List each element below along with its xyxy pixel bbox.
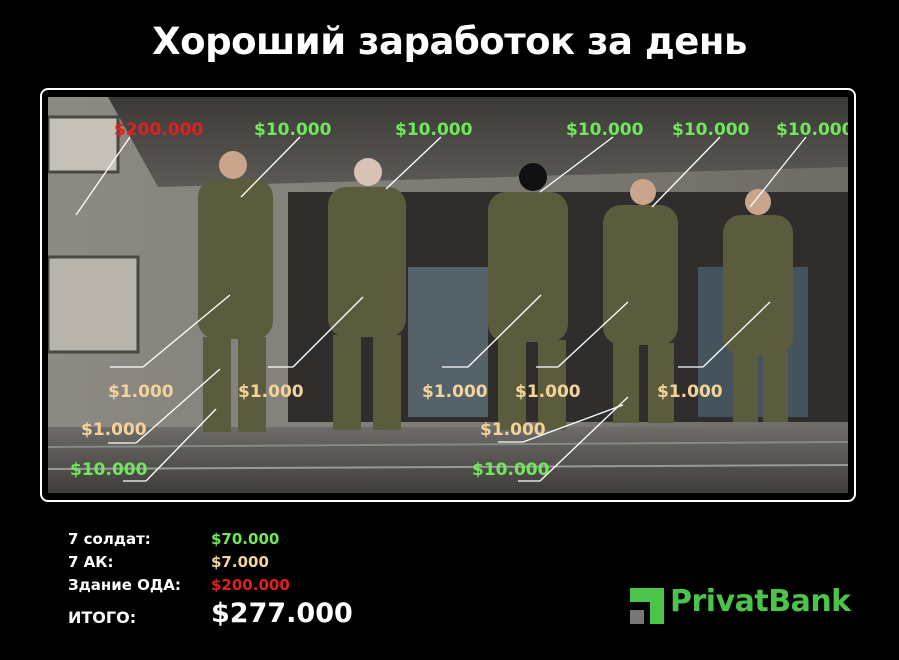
price-label-rifle: $1.000 [238, 382, 304, 402]
logo-text: PrivatBank [670, 584, 851, 619]
window [48, 115, 120, 174]
summary-value: $7.000 [211, 553, 269, 571]
soldier [723, 189, 793, 422]
leader-lines [75, 136, 807, 482]
steps [48, 427, 848, 493]
door [408, 267, 488, 417]
price-label-building: $200.000 [114, 120, 203, 140]
privatbank-logo-icon [630, 588, 664, 624]
canopy [108, 97, 848, 187]
summary-label: Здание ОДА: [68, 576, 181, 594]
price-label-rifle: $1.000 [81, 420, 147, 440]
summary-value: $200.000 [211, 576, 290, 594]
price-labels: $200.000 $10.000 $10.000 $10.000 $10.000… [70, 120, 848, 480]
summary-label: 7 солдат: [68, 530, 151, 548]
price-label-rifle: $1.000 [108, 382, 174, 402]
soldier [488, 163, 568, 430]
soldier [198, 151, 273, 432]
summary-total-value: $277.000 [211, 598, 353, 629]
price-label-soldier: $10.000 [566, 120, 644, 140]
page-title: Хороший заработок за день [152, 20, 747, 63]
soldier [328, 158, 406, 430]
soldiers [198, 151, 793, 432]
window [48, 255, 140, 354]
photo-frame: $200.000 $10.000 $10.000 $10.000 $10.000… [40, 88, 856, 502]
summary-label: 7 АК: [68, 553, 114, 571]
price-label-rifle: $1.000 [515, 382, 581, 402]
price-label-soldier: $10.000 [70, 460, 148, 480]
privatbank-logo: PrivatBank [630, 584, 860, 628]
price-label-soldier: $10.000 [672, 120, 750, 140]
price-label-rifle: $1.000 [422, 382, 488, 402]
price-label-soldier: $10.000 [472, 460, 550, 480]
price-label-rifle: $1.000 [657, 382, 723, 402]
price-label-soldier: $10.000 [776, 120, 848, 140]
price-label-soldier: $10.000 [254, 120, 332, 140]
price-label-soldier: $10.000 [395, 120, 473, 140]
summary-value: $70.000 [211, 530, 280, 548]
price-label-rifle: $1.000 [480, 420, 546, 440]
soldiers-photo: $200.000 $10.000 $10.000 $10.000 $10.000… [48, 97, 848, 493]
summary-label: ИТОГО: [68, 608, 137, 627]
soldier [603, 179, 678, 423]
